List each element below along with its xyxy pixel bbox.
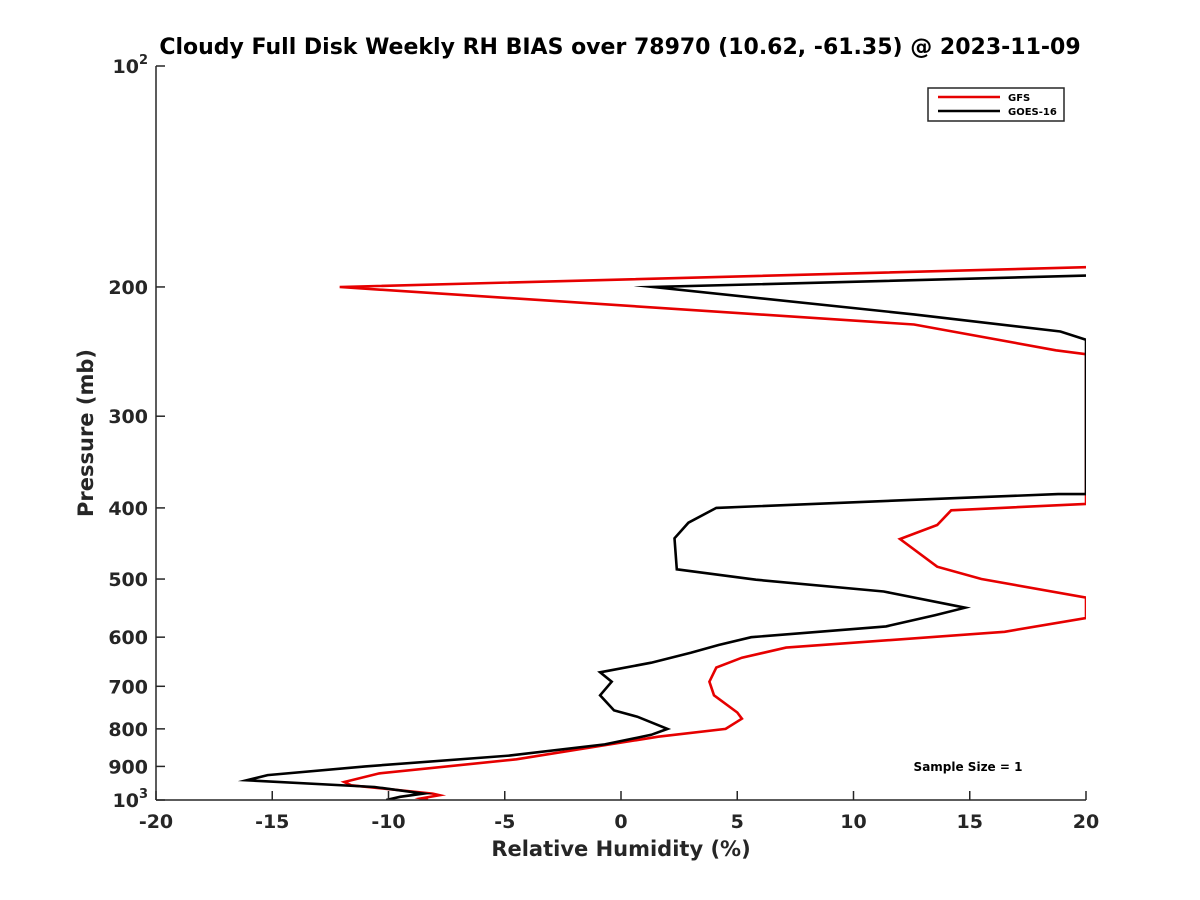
y-tick-label: 700 <box>108 676 148 698</box>
x-tick-label: 5 <box>731 811 744 833</box>
legend-label: GFS <box>1008 93 1030 104</box>
y-tick-base: 10 <box>113 790 139 812</box>
legend: GFS GOES-16 <box>927 87 1065 122</box>
y-tick-label: 900 <box>108 756 148 778</box>
y-axis-label: Pressure (mb) <box>74 349 98 517</box>
series-line-gfs <box>339 265 1086 800</box>
y-tick-label: 400 <box>108 498 148 520</box>
x-tick-label: 15 <box>957 811 983 833</box>
x-tick-label: -5 <box>494 811 515 833</box>
x-axis-label: Relative Humidity (%) <box>491 837 750 861</box>
y-tick-label: 500 <box>108 569 148 591</box>
y-tick-label: 600 <box>108 627 148 649</box>
chart-title: Cloudy Full Disk Weekly RH BIAS over 789… <box>159 35 1080 60</box>
y-tick-label: 800 <box>108 719 148 741</box>
y-tick-base: 10 <box>113 56 139 78</box>
series-lines <box>237 265 1086 800</box>
x-tick-label: -15 <box>255 811 289 833</box>
x-tick-label: 20 <box>1073 811 1099 833</box>
y-tick-exponent: 3 <box>139 787 148 802</box>
x-tick-label: 0 <box>614 811 627 833</box>
y-tick-exponent: 2 <box>139 53 148 68</box>
x-tick-label: -20 <box>139 811 173 833</box>
series-line-goes-16 <box>237 274 1086 800</box>
legend-label: GOES-16 <box>1008 107 1057 118</box>
x-tick-label: -10 <box>371 811 405 833</box>
legend-box <box>927 87 1065 122</box>
y-tick-label: 200 <box>108 277 148 299</box>
y-tick-label: 103 <box>113 787 149 812</box>
y-tick-label: 102 <box>113 53 149 78</box>
x-tick-label: 10 <box>840 811 866 833</box>
sample-size-annotation: Sample Size = 1 <box>914 760 1023 774</box>
plot-area <box>237 265 1086 800</box>
axes: -20 -15 -10 -5 0 5 10 15 20102200300400500600700… <box>108 53 1099 833</box>
y-tick-label: 300 <box>108 406 148 428</box>
